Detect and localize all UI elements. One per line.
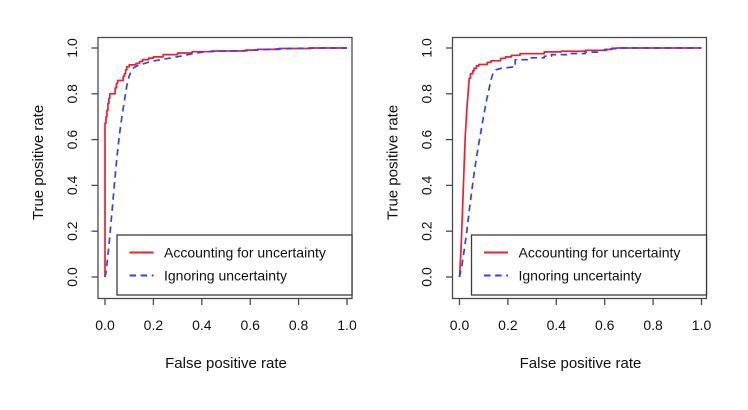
y-tick-label: 0.0 [419, 267, 435, 287]
y-axis-title-left: True positive rate [30, 105, 47, 220]
x-tick-label: 0.4 [547, 317, 567, 333]
axis-ticks-left: 0.0 0.2 0.4 0.6 0.8 1.0 0.0 0.2 0.4 0.6 0.8 1.0 [64, 38, 357, 333]
y-tick-label: 0.8 [64, 84, 80, 104]
y-tick-label: 0.6 [64, 130, 80, 150]
curves-right [458, 47, 702, 278]
x-tick-label: 1.0 [692, 317, 712, 333]
x-axis-title-right: False positive rate [520, 355, 642, 372]
legend-box-right [470, 234, 708, 296]
y-tick-label: 0.8 [419, 84, 435, 104]
roc-curve-accounting [458, 47, 702, 278]
y-tick-label: 0.6 [419, 130, 435, 150]
plot-left: 0.0 0.2 0.4 0.6 0.8 1.0 0.0 0.2 0.4 0.6 0.8 1.0 Fal… [30, 36, 357, 372]
x-tick-label: 0.0 [450, 317, 470, 333]
x-tick-label: 0.2 [144, 317, 164, 333]
x-tick-label: 0.6 [240, 317, 260, 333]
legend-left: Accounting for uncertainty Ignoring unce… [116, 234, 353, 296]
legend-label-ignoring-right: Ignoring uncertainty [519, 268, 642, 284]
y-tick-label: 1.0 [64, 38, 80, 58]
legend-label-ignoring-left: Ignoring uncertainty [164, 268, 287, 284]
x-tick-label: 0.0 [95, 317, 115, 333]
x-tick-label: 0.8 [289, 317, 309, 333]
legend-right: Accounting for uncertainty Ignoring unce… [470, 234, 708, 296]
x-tick-label: 0.6 [595, 317, 615, 333]
plot-box-left [97, 36, 353, 300]
legend-label-accounting-right: Accounting for uncertainty [519, 245, 681, 261]
y-tick-label: 1.0 [419, 38, 435, 58]
x-axis-title-left: False positive rate [165, 355, 287, 372]
x-tick-label: 1.0 [337, 317, 357, 333]
x-tick-label: 0.8 [643, 317, 663, 333]
curves-left [104, 47, 347, 278]
roc-curve-ignoring [458, 47, 702, 278]
plot-box-right [451, 36, 708, 300]
y-tick-label: 0.4 [419, 175, 435, 195]
legend-box-left [116, 234, 353, 296]
legend-label-accounting-left: Accounting for uncertainty [164, 245, 326, 261]
plot-right: 0.0 0.2 0.4 0.6 0.8 1.0 0.0 0.2 0.4 0.6 0.8 1.0 Fal… [385, 36, 712, 372]
y-tick-label: 0.0 [64, 267, 80, 287]
x-tick-label: 0.4 [192, 317, 212, 333]
y-tick-label: 0.2 [419, 221, 435, 241]
roc-curve-ignoring [104, 47, 347, 278]
y-axis-title-right: True positive rate [385, 105, 402, 220]
y-tick-label: 0.2 [64, 221, 80, 241]
axis-ticks-right: 0.0 0.2 0.4 0.6 0.8 1.0 0.0 0.2 0.4 0.6 0.8 1.0 [419, 38, 712, 333]
y-tick-label: 0.4 [64, 175, 80, 195]
x-tick-label: 0.2 [498, 317, 518, 333]
